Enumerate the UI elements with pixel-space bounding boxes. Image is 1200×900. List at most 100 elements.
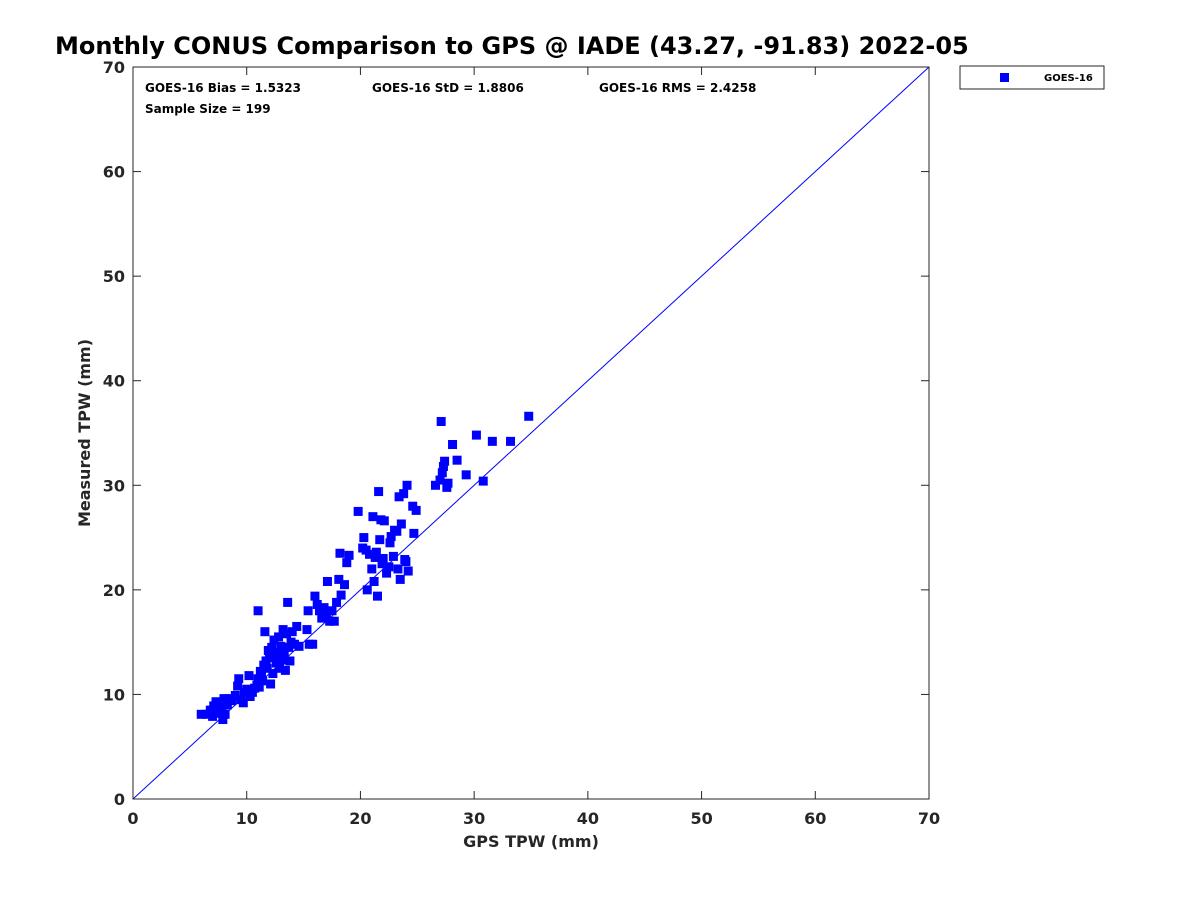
data-point <box>208 711 218 721</box>
y-tick-label: 60 <box>103 163 125 182</box>
data-point <box>269 635 279 645</box>
x-tick-label: 30 <box>463 809 485 828</box>
data-point <box>372 591 382 601</box>
chart-title: Monthly CONUS Comparison to GPS @ IADE (… <box>55 32 969 60</box>
data-point <box>448 440 458 450</box>
y-tick-label: 10 <box>103 685 125 704</box>
data-point <box>302 625 312 635</box>
data-point <box>461 470 471 480</box>
data-point <box>329 616 339 626</box>
data-point <box>260 627 270 637</box>
data-point <box>317 613 327 623</box>
data-point <box>368 512 378 522</box>
y-tick-label: 0 <box>114 790 125 809</box>
data-point <box>272 648 282 658</box>
plot-frame <box>132 66 930 800</box>
legend-box <box>959 65 1105 90</box>
data-point <box>437 468 447 478</box>
data-point <box>396 519 406 529</box>
x-axis: 0 10 20 30 40 50 60 70 <box>127 67 940 828</box>
data-point <box>375 535 385 545</box>
data-point <box>392 526 402 536</box>
data-point <box>279 648 289 658</box>
data-point <box>292 621 302 631</box>
sample-size-annotation: Sample Size = 199 <box>145 102 271 116</box>
bias-annotation: GOES-16 Bias = 1.5323 <box>145 81 301 95</box>
std-annotation: GOES-16 StD = 1.8806 <box>372 81 524 95</box>
data-point <box>222 700 232 710</box>
data-point <box>440 456 450 466</box>
data-point <box>319 603 329 613</box>
data-point <box>276 641 286 651</box>
plot-area: 0 10 20 30 40 50 60 70 0 10 20 30 40 50 60 70 <box>103 58 940 828</box>
data-point <box>321 610 331 620</box>
data-point <box>219 694 229 704</box>
data-point <box>344 550 354 560</box>
data-point <box>314 606 324 616</box>
data-point <box>244 671 254 681</box>
data-point <box>217 702 227 712</box>
data-point <box>267 642 277 652</box>
data-point <box>411 505 421 515</box>
data-point <box>388 551 398 561</box>
data-point <box>280 665 290 675</box>
data-point <box>452 455 462 465</box>
data-point <box>430 480 440 490</box>
data-point <box>385 538 395 548</box>
data-point <box>365 549 375 559</box>
data-point <box>371 547 381 557</box>
data-point <box>264 653 274 663</box>
data-point <box>220 709 230 719</box>
data-point <box>340 580 350 590</box>
data-point <box>487 436 497 446</box>
legend-marker <box>1000 73 1009 82</box>
data-point <box>289 639 299 649</box>
data-point <box>284 642 294 652</box>
data-point <box>443 478 453 488</box>
data-point <box>282 629 292 639</box>
x-tick-label: 50 <box>690 809 712 828</box>
data-point <box>386 532 396 542</box>
data-point <box>308 639 318 649</box>
data-point <box>322 576 332 586</box>
data-point <box>283 597 293 607</box>
data-point <box>230 690 240 700</box>
data-point <box>369 576 379 586</box>
data-point <box>374 487 384 497</box>
data-point <box>303 606 313 616</box>
data-point <box>227 696 237 706</box>
data-point <box>394 492 404 502</box>
y-tick-label: 30 <box>103 476 125 495</box>
data-point <box>277 655 287 665</box>
data-point <box>438 461 448 471</box>
data-point <box>336 590 346 600</box>
data-point <box>256 670 266 680</box>
data-point <box>370 552 380 562</box>
x-tick-label: 0 <box>127 809 138 828</box>
x-tick-label: 20 <box>349 809 371 828</box>
data-point <box>271 658 281 668</box>
data-point <box>312 599 322 609</box>
data-point <box>262 663 272 673</box>
data-point <box>401 557 411 567</box>
data-point <box>379 516 389 526</box>
data-point <box>395 574 405 584</box>
data-point <box>275 663 285 673</box>
x-tick-label: 60 <box>804 809 826 828</box>
data-point <box>409 528 419 538</box>
data-point <box>378 553 388 563</box>
data-point <box>233 681 243 691</box>
data-point <box>436 416 446 426</box>
data-point <box>218 715 228 725</box>
data-point <box>506 436 516 446</box>
data-point <box>287 627 297 637</box>
data-point <box>266 679 276 689</box>
data-point <box>325 616 335 626</box>
data-point <box>294 641 304 651</box>
y-tick-label: 40 <box>103 372 125 391</box>
data-point <box>353 506 363 516</box>
data-point <box>268 669 278 679</box>
data-point <box>253 606 263 616</box>
data-point <box>359 533 369 543</box>
y-axis-label: Measured TPW (mm) <box>75 339 94 527</box>
